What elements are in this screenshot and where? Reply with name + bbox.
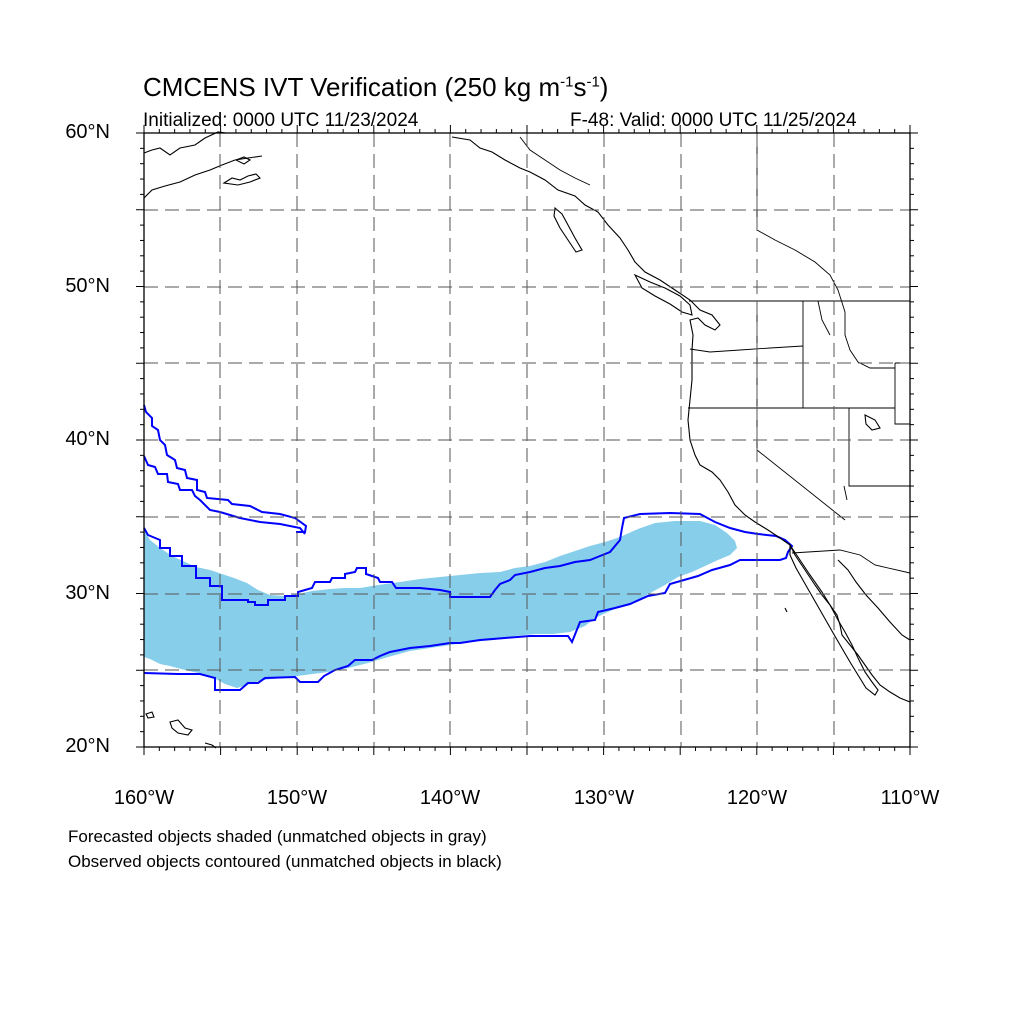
vancouver-island [633,273,693,316]
hawaii-islands [145,711,217,749]
lat-label-40n: 40°N [65,428,110,450]
lat-label-50n: 50°N [65,275,110,297]
map-title: CMCENS IVT Verification (250 kg m-1s-1) [143,72,609,102]
gulf-of-california [837,559,911,641]
observed-ivt-contours [143,404,794,691]
alaska-coast [143,131,227,156]
lon-label-120w: 120°W [726,787,788,809]
bc-alaska-coast [451,136,911,703]
guadalupe-island [784,607,788,613]
valid-time: F-48: Valid: 0000 UTC 11/25/2024 [570,110,857,131]
axis-ticks [136,125,918,755]
haida-gwaii [553,206,583,253]
observed-contour-north-1 [143,404,308,533]
lon-label-140w: 140°W [419,787,481,809]
footnote-observed: Observed objects contoured (unmatched ob… [68,852,502,871]
lat-label-30n: 30°N [65,582,110,604]
great-salt-lake [864,414,881,431]
lon-label-160w: 160°W [113,787,175,809]
lon-label-110w: 110°W [880,787,940,809]
graticule [144,133,910,747]
observed-contour-north-2 [143,455,306,535]
alaska-peninsula [143,155,263,199]
forecast-ivt-object [144,521,737,688]
lat-label-20n: 20°N [65,735,110,757]
observed-contour-main [143,511,794,691]
coastlines [143,131,911,749]
lon-label-150w: 150°W [266,787,328,809]
lat-label-60n: 60°N [65,121,110,143]
kodiak-islands [222,156,261,186]
baja-peninsula [789,543,879,696]
footnote-forecast: Forecasted objects shaded (unmatched obj… [68,827,487,846]
initialized-time: Initialized: 0000 UTC 11/23/2024 [143,110,419,131]
lon-label-130w: 130°W [573,787,635,809]
